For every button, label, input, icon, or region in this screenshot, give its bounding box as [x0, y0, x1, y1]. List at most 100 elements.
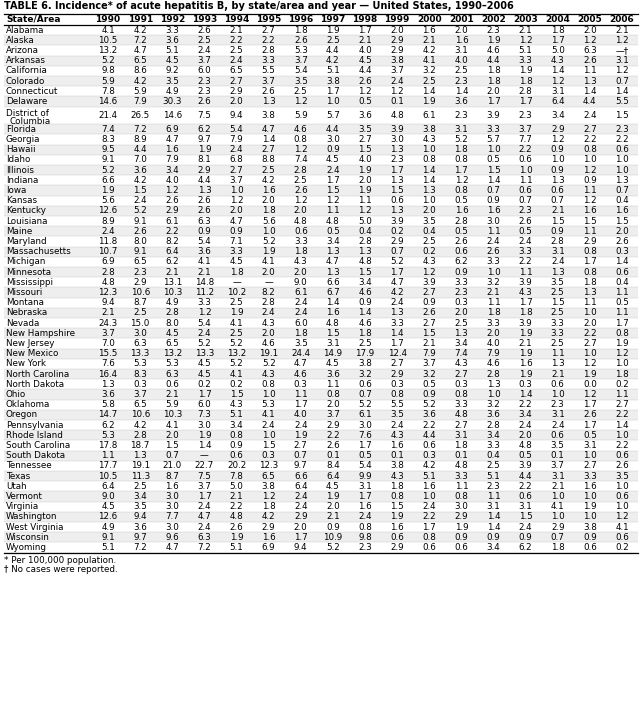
Text: 3.3: 3.3	[390, 319, 404, 327]
Text: 7.4: 7.4	[101, 124, 115, 134]
Text: 1.9: 1.9	[358, 186, 372, 195]
Text: 6.1: 6.1	[358, 411, 372, 419]
Text: 1.1: 1.1	[551, 349, 565, 358]
Text: 2.8: 2.8	[133, 431, 147, 440]
Text: 1.6: 1.6	[326, 308, 340, 317]
Text: 3.5: 3.5	[165, 77, 179, 86]
Text: 1.8: 1.8	[454, 441, 468, 450]
Text: 1.1: 1.1	[519, 267, 533, 277]
Text: 5.0: 5.0	[229, 482, 244, 490]
Text: 1.4: 1.4	[326, 298, 340, 307]
Text: 8.3: 8.3	[133, 370, 147, 378]
Text: 0.9: 0.9	[326, 145, 340, 154]
Text: 12.6: 12.6	[99, 513, 117, 521]
Text: 1994: 1994	[224, 15, 249, 24]
Text: 0.9: 0.9	[454, 533, 468, 541]
Bar	[4, 349, 638, 359]
Text: 1.2: 1.2	[551, 135, 565, 144]
Text: 2.9: 2.9	[551, 523, 565, 531]
Text: 1.0: 1.0	[615, 482, 629, 490]
Text: 0.2: 0.2	[197, 380, 212, 389]
Text: 2.9: 2.9	[583, 237, 597, 246]
Text: 2.8: 2.8	[262, 298, 276, 307]
Text: 2.1: 2.1	[101, 308, 115, 317]
Text: 4.5: 4.5	[197, 360, 212, 368]
Text: 8.7: 8.7	[165, 472, 179, 480]
Text: 1.0: 1.0	[487, 267, 501, 277]
Text: 4.4: 4.4	[133, 145, 147, 154]
Text: 18.7: 18.7	[131, 441, 150, 450]
Text: 1.8: 1.8	[294, 329, 308, 338]
Text: 5.2: 5.2	[326, 543, 340, 552]
Text: 1991: 1991	[128, 15, 153, 24]
Text: 2.7: 2.7	[294, 441, 308, 450]
Text: 10.5: 10.5	[98, 36, 118, 45]
Text: 6.8: 6.8	[229, 155, 244, 165]
Text: 6.9: 6.9	[101, 257, 115, 266]
Text: 9.4: 9.4	[133, 513, 147, 521]
Text: 0.5: 0.5	[615, 298, 629, 307]
Text: 1.7: 1.7	[294, 533, 308, 541]
Text: 2.2: 2.2	[262, 36, 276, 45]
Text: New Mexico: New Mexico	[6, 349, 58, 358]
Text: 2.1: 2.1	[229, 492, 244, 501]
Text: 2.4: 2.4	[197, 523, 212, 531]
Text: 4.2: 4.2	[133, 421, 147, 429]
Text: 9.1: 9.1	[101, 155, 115, 165]
Text: 1.3: 1.3	[326, 247, 340, 256]
Text: 1.2: 1.2	[229, 196, 244, 205]
Text: 1.2: 1.2	[583, 360, 597, 368]
Text: 2.2: 2.2	[165, 226, 179, 236]
Text: 1.2: 1.2	[358, 87, 372, 96]
Text: 3.1: 3.1	[454, 431, 468, 440]
Text: Washington: Washington	[6, 513, 58, 521]
Text: 3.5: 3.5	[294, 339, 308, 348]
Text: 5.6: 5.6	[262, 216, 276, 226]
Text: 1.0: 1.0	[551, 155, 565, 165]
Text: 4.5: 4.5	[101, 502, 115, 511]
Text: 1.7: 1.7	[358, 441, 372, 450]
Text: 0.5: 0.5	[583, 431, 597, 440]
Text: 1.1: 1.1	[487, 492, 500, 501]
Text: 0.5: 0.5	[358, 97, 372, 106]
Text: 0.3: 0.3	[422, 451, 436, 460]
Text: 6.3: 6.3	[583, 46, 597, 55]
Text: 1998: 1998	[353, 15, 378, 24]
Text: Mississippi: Mississippi	[6, 278, 53, 287]
Text: 4.7: 4.7	[390, 278, 404, 287]
Bar	[4, 491, 638, 501]
Text: 19.1: 19.1	[131, 462, 150, 470]
Text: 6.5: 6.5	[133, 400, 147, 409]
Text: 1.0: 1.0	[615, 155, 629, 165]
Text: 15.5: 15.5	[98, 349, 118, 358]
Text: 1.0: 1.0	[583, 513, 597, 521]
Text: 3.5: 3.5	[358, 124, 372, 134]
Text: 1.1: 1.1	[101, 451, 115, 460]
Text: 8.2: 8.2	[165, 237, 179, 246]
Text: 13.2: 13.2	[227, 349, 246, 358]
Text: 1.9: 1.9	[422, 97, 436, 106]
Text: 6.3: 6.3	[197, 533, 212, 541]
Text: 0.8: 0.8	[422, 155, 436, 165]
Text: 4.5: 4.5	[326, 155, 340, 165]
Text: Iowa: Iowa	[6, 186, 26, 195]
Text: Nevada: Nevada	[6, 319, 39, 327]
Text: 6.3: 6.3	[165, 370, 179, 378]
Text: 1.6: 1.6	[390, 523, 404, 531]
Text: 5.2: 5.2	[101, 165, 115, 175]
Text: 6.5: 6.5	[262, 472, 276, 480]
Text: South Carolina: South Carolina	[6, 441, 71, 450]
Text: 1.5: 1.5	[358, 145, 372, 154]
Text: 1.7: 1.7	[294, 400, 308, 409]
Text: 24.4: 24.4	[291, 349, 310, 358]
Text: 1.2: 1.2	[454, 175, 468, 185]
Text: 7.2: 7.2	[133, 36, 147, 45]
Text: 3.5: 3.5	[390, 411, 404, 419]
Bar	[4, 216, 638, 226]
Text: 2.2: 2.2	[615, 441, 629, 450]
Bar	[4, 277, 638, 288]
Text: 7.9: 7.9	[133, 97, 147, 106]
Text: 8.0: 8.0	[133, 237, 147, 246]
Text: 3.7: 3.7	[326, 411, 340, 419]
Text: 2.6: 2.6	[262, 87, 276, 96]
